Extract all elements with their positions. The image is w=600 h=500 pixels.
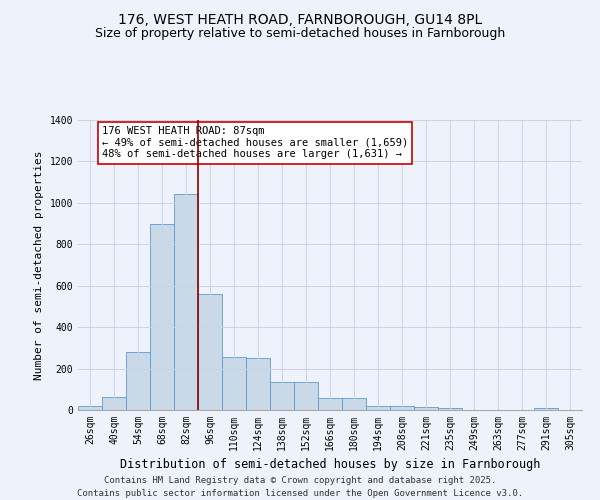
Bar [414, 407, 438, 410]
Bar [222, 357, 246, 410]
Text: 176, WEST HEATH ROAD, FARNBOROUGH, GU14 8PL: 176, WEST HEATH ROAD, FARNBOROUGH, GU14 … [118, 12, 482, 26]
Bar [174, 194, 198, 410]
Bar [270, 382, 294, 410]
Y-axis label: Number of semi-detached properties: Number of semi-detached properties [34, 150, 44, 380]
Bar [150, 224, 174, 410]
Bar [78, 406, 102, 410]
Bar [126, 352, 150, 410]
Bar [534, 408, 558, 410]
Bar [390, 406, 414, 410]
X-axis label: Distribution of semi-detached houses by size in Farnborough: Distribution of semi-detached houses by … [120, 458, 540, 471]
Bar [438, 408, 462, 410]
Bar [366, 406, 390, 410]
Bar [246, 358, 270, 410]
Bar [294, 382, 318, 410]
Text: Size of property relative to semi-detached houses in Farnborough: Size of property relative to semi-detach… [95, 28, 505, 40]
Bar [342, 398, 366, 410]
Text: 176 WEST HEATH ROAD: 87sqm
← 49% of semi-detached houses are smaller (1,659)
48%: 176 WEST HEATH ROAD: 87sqm ← 49% of semi… [102, 126, 408, 160]
Bar [318, 398, 342, 410]
Bar [102, 396, 126, 410]
Text: Contains HM Land Registry data © Crown copyright and database right 2025.
Contai: Contains HM Land Registry data © Crown c… [77, 476, 523, 498]
Bar [198, 294, 222, 410]
